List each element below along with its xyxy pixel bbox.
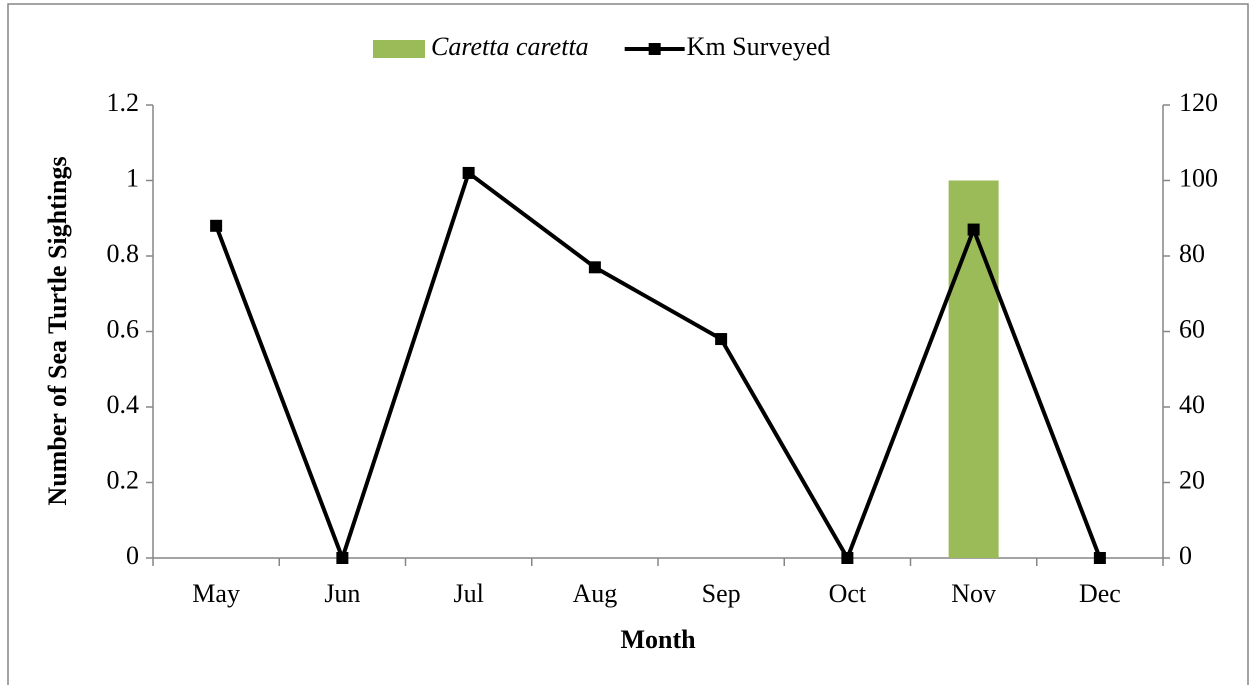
y-tick-label: 0 (126, 541, 139, 570)
x-axis-label: Month (620, 625, 696, 654)
y2-tick-label: 120 (1179, 88, 1218, 117)
line-marker (210, 219, 223, 232)
y2-tick-label: 0 (1179, 541, 1192, 570)
y-tick-label: 1 (126, 163, 139, 192)
y-tick-label: 1.2 (107, 88, 140, 117)
y2-tick-label: 40 (1179, 390, 1205, 419)
x-tick-label: May (192, 579, 240, 608)
line-marker (841, 552, 854, 564)
x-tick-label: Jul (453, 579, 483, 608)
legend-marker (648, 43, 661, 55)
x-tick-label: Dec (1079, 579, 1121, 608)
line-marker (715, 333, 728, 346)
line-marker (462, 166, 475, 179)
bar (948, 180, 999, 558)
y-axis-label: Number of Sea Turtle Sightings (43, 156, 72, 505)
x-tick-label: Jun (324, 579, 360, 608)
y-tick-label: 0.4 (107, 390, 140, 419)
y2-tick-label: 80 (1179, 239, 1205, 268)
legend-swatch (373, 40, 425, 58)
y-tick-label: 0.6 (107, 314, 140, 343)
line-marker (336, 552, 349, 564)
x-tick-label: Aug (572, 579, 617, 608)
y-tick-label: 0.8 (107, 239, 140, 268)
legend-label: Km Surveyed (687, 32, 831, 61)
chart-frame (7, 3, 1249, 685)
x-tick-label: Nov (951, 579, 996, 608)
y2-tick-label: 20 (1179, 465, 1205, 494)
line-marker (967, 223, 980, 236)
line-marker (588, 261, 601, 274)
y2-tick-label: 100 (1179, 163, 1218, 192)
x-tick-label: Sep (702, 579, 741, 608)
line (214, 170, 1102, 560)
y-tick-label: 0.2 (107, 465, 140, 494)
y2-tick-label: 60 (1179, 314, 1205, 343)
line-marker (1093, 552, 1106, 564)
x-tick-label: Oct (829, 579, 867, 608)
legend-label: Caretta caretta (431, 32, 589, 61)
